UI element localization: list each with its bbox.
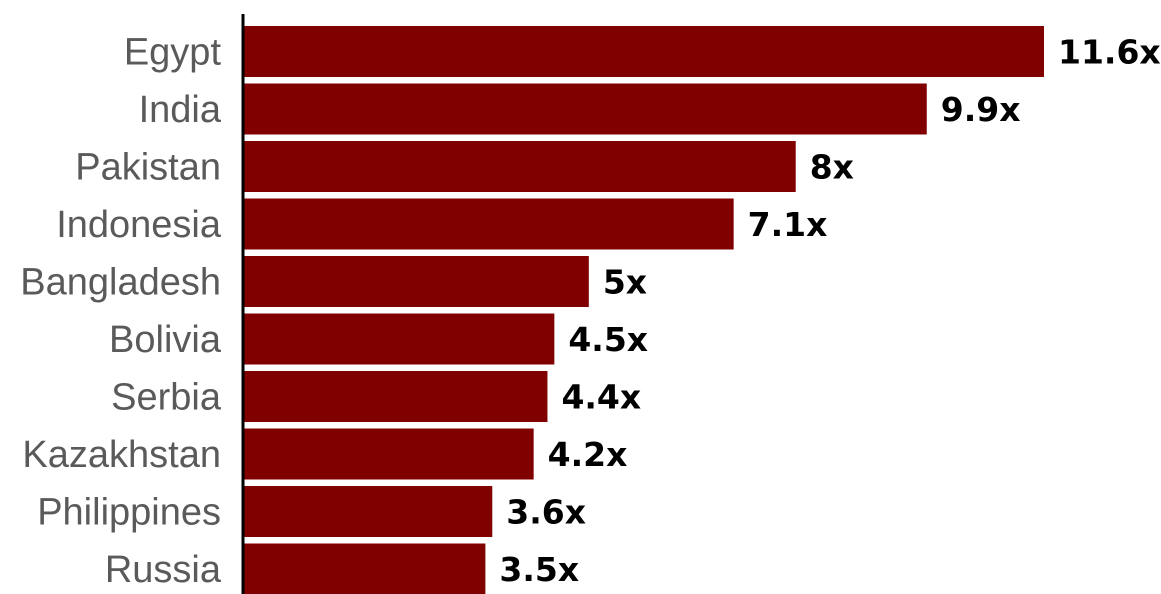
category-label-egypt: Egypt [124, 32, 222, 74]
category-labels-group: Egypt India Pakistan Indonesia Bangladesh Bol… [20, 32, 222, 592]
category-label-russia: Russia [105, 549, 222, 591]
value-label-india: 9.9x [941, 90, 1021, 129]
category-label-indonesia: Indonesia [56, 204, 222, 246]
bars-group [244, 26, 1044, 594]
value-label-kazakhstan: 4.2x [548, 435, 628, 474]
value-label-bolivia: 4.5x [568, 320, 648, 359]
category-label-kazakhstan: Kazakhstan [22, 434, 221, 476]
category-label-india: India [139, 89, 222, 131]
category-label-philippines: Philippines [37, 492, 221, 534]
value-label-serbia: 4.4x [561, 378, 641, 417]
bar-kazakhstan [244, 428, 534, 480]
bar-bolivia [244, 313, 555, 365]
category-label-bolivia: Bolivia [109, 319, 222, 361]
bar-indonesia [244, 198, 734, 250]
category-label-bangladesh: Bangladesh [20, 262, 221, 304]
bar-bangladesh [244, 256, 589, 307]
value-label-egypt: 11.6x [1058, 33, 1161, 72]
value-labels-group: 11.6x 9.9x 8x 7.1x 5x 4.5x 4.4x 4.2x 3.6x 3.5x [499, 33, 1160, 590]
bar-pakistan [244, 141, 796, 192]
bar-egypt [244, 26, 1044, 77]
bar-india [244, 83, 927, 135]
value-label-bangladesh: 5x [603, 263, 647, 302]
bar-philippines [244, 486, 493, 537]
category-label-serbia: Serbia [111, 377, 222, 419]
value-label-philippines: 3.6x [506, 493, 586, 532]
value-label-pakistan: 8x [810, 148, 854, 187]
bar-serbia [244, 371, 548, 422]
category-label-pakistan: Pakistan [75, 147, 221, 189]
value-label-russia: 3.5x [499, 550, 579, 589]
bar-russia [244, 543, 486, 594]
value-label-indonesia: 7.1x [748, 205, 828, 244]
